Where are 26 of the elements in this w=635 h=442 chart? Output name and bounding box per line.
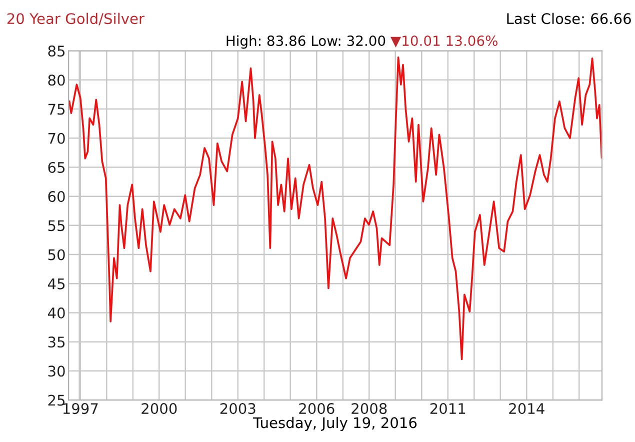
x-tick-label: 2003: [220, 403, 256, 414]
x-tick-label: 2011: [430, 403, 466, 414]
x-tick-label: 2006: [299, 403, 334, 414]
y-tick-label: 25: [48, 394, 65, 406]
x-tick-label: 1997: [63, 403, 98, 414]
y-tick-label: 75: [48, 104, 65, 115]
x-tick-label: 2014: [509, 403, 544, 414]
y-tick-label: 60: [48, 191, 65, 202]
y-tick-label: 70: [48, 132, 65, 144]
text: ▼10.01 13.06%: [390, 36, 498, 48]
y-tick-label: 30: [48, 366, 65, 377]
y-tick-label: 35: [48, 336, 65, 348]
chart-title: 20 Year Gold/Silver: [7, 12, 144, 26]
y-tick-label: 55: [48, 220, 65, 232]
y-tick-label: 40: [48, 307, 65, 318]
text: High: 83.86 Low: 32.00: [226, 35, 386, 49]
x-axis-title: Tuesday, July 19, 2016: [253, 416, 417, 432]
x-tick-label: 2000: [142, 403, 177, 414]
y-tick-label: 65: [48, 162, 65, 173]
y-tick-label: 85: [48, 46, 65, 57]
x-tick-label: 2008: [352, 403, 387, 414]
text: Last Close: 66.66: [507, 12, 631, 24]
y-tick-label: 50: [48, 249, 65, 260]
y-tick-label: 80: [48, 74, 65, 86]
y-tick-label: 45: [48, 278, 65, 290]
line-series: [68, 56, 602, 360]
